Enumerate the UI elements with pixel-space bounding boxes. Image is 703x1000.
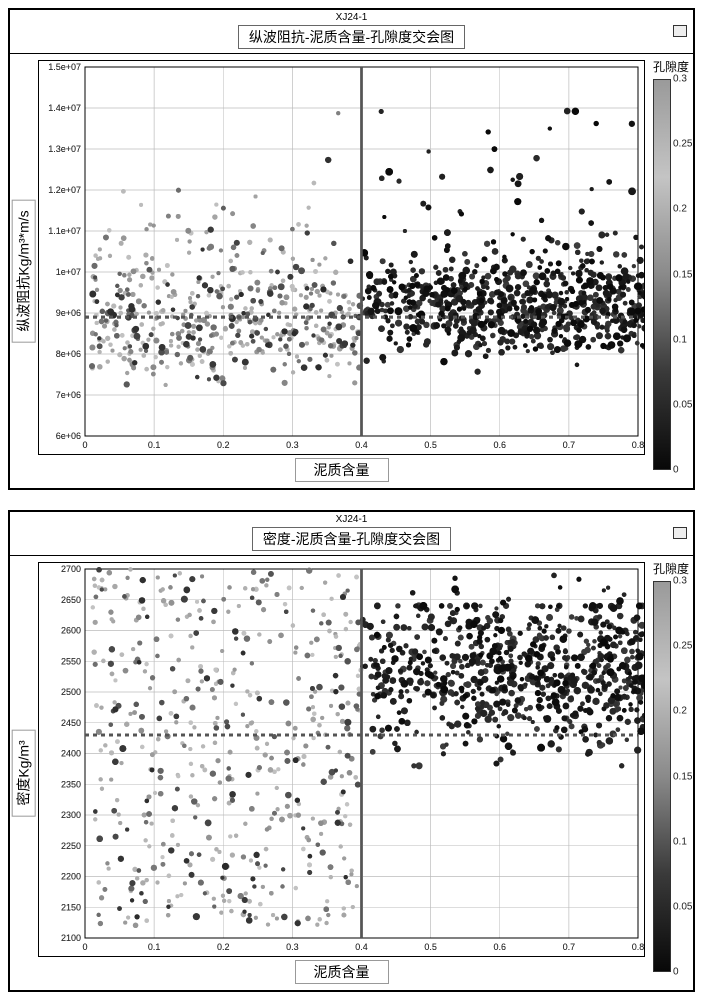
svg-text:1.2e+07: 1.2e+07	[48, 185, 81, 195]
svg-text:2400: 2400	[61, 749, 81, 759]
svg-text:0.8: 0.8	[632, 440, 644, 450]
svg-text:1.5e+07: 1.5e+07	[48, 62, 81, 72]
plot-zone: 0 0.1 0.2 0.3 0.4 0.5 0.6 0.7 0.8 6e+06 7e+06 8e+06…	[38, 54, 649, 488]
svg-text:0.7: 0.7	[563, 440, 576, 450]
svg-text:0: 0	[82, 942, 87, 952]
svg-text:2650: 2650	[61, 595, 81, 605]
svg-text:1.4e+07: 1.4e+07	[48, 103, 81, 113]
chart-title: 密度-泥质含量-孔隙度交会图	[252, 527, 451, 551]
panel-header: XJ24-1 密度-泥质含量-孔隙度交会图	[10, 512, 693, 556]
svg-text:0.4: 0.4	[355, 440, 368, 450]
svg-text:2600: 2600	[61, 626, 81, 636]
colorbar-zone: 孔隙度 00.050.10.150.20.250.3	[649, 54, 693, 488]
svg-text:2250: 2250	[61, 841, 81, 851]
menu-icon[interactable]	[673, 25, 687, 37]
svg-text:2350: 2350	[61, 779, 81, 789]
svg-text:0.3: 0.3	[286, 440, 299, 450]
colorbar-gradient	[653, 581, 671, 972]
title-row: 密度-泥质含量-孔隙度交会图	[10, 525, 693, 555]
y-axis-label: 密度Kg/m³	[12, 729, 36, 816]
well-id-label: XJ24-1	[10, 12, 693, 23]
svg-text:2150: 2150	[61, 902, 81, 912]
svg-text:0.1: 0.1	[148, 942, 161, 952]
svg-text:2700: 2700	[61, 564, 81, 574]
svg-text:0.2: 0.2	[217, 440, 230, 450]
menu-icon[interactable]	[673, 527, 687, 539]
svg-text:2500: 2500	[61, 687, 81, 697]
colorbar-gradient	[653, 79, 671, 470]
chart-title: 纵波阻抗-泥质含量-孔隙度交会图	[238, 25, 465, 49]
svg-text:1.3e+07: 1.3e+07	[48, 144, 81, 154]
svg-text:6e+06: 6e+06	[56, 431, 81, 441]
svg-text:2300: 2300	[61, 810, 81, 820]
svg-text:0.4: 0.4	[355, 942, 368, 952]
svg-text:9e+06: 9e+06	[56, 308, 81, 318]
ylabel-zone: 纵波阻抗Kg/m³*m/s	[10, 54, 38, 488]
svg-text:1e+07: 1e+07	[56, 267, 81, 277]
svg-text:7e+06: 7e+06	[56, 390, 81, 400]
y-axis-label: 纵波阻抗Kg/m³*m/s	[12, 199, 36, 342]
svg-text:1.1e+07: 1.1e+07	[48, 226, 81, 236]
xlabel-zone: 泥质含量	[38, 455, 645, 486]
svg-text:0.5: 0.5	[424, 440, 437, 450]
colorbar-zone: 孔隙度 00.050.10.150.20.250.3	[649, 556, 693, 990]
plot-area-0[interactable]: 0 0.1 0.2 0.3 0.4 0.5 0.6 0.7 0.8 6e+06 7e+06 8e+06…	[38, 60, 645, 455]
well-id-label: XJ24-1	[10, 514, 693, 525]
svg-text:0.8: 0.8	[632, 942, 644, 952]
colorbar-ticks: 00.050.10.150.20.250.3	[671, 79, 689, 470]
svg-text:2550: 2550	[61, 656, 81, 666]
x-axis-label: 泥质含量	[295, 458, 389, 482]
panel-body: 纵波阻抗Kg/m³*m/s 0 0.1 0.2 0.3 0.4 0.5 0.6 0.7 0.8 6…	[10, 54, 693, 488]
crossplot-panel-1: XJ24-1 密度-泥质含量-孔隙度交会图 密度Kg/m³ 0 0.1 0.2 0.3…	[8, 510, 695, 992]
panel-body: 密度Kg/m³ 0 0.1 0.2 0.3 0.4 0.5 0.6 0.7 0.8 2100 215…	[10, 556, 693, 990]
ylabel-zone: 密度Kg/m³	[10, 556, 38, 990]
svg-text:2450: 2450	[61, 718, 81, 728]
plot-zone: 0 0.1 0.2 0.3 0.4 0.5 0.6 0.7 0.8 2100 2150 2200 225…	[38, 556, 649, 990]
colorbar-ticks: 00.050.10.150.20.250.3	[671, 581, 689, 972]
title-row: 纵波阻抗-泥质含量-孔隙度交会图	[10, 23, 693, 53]
svg-text:0.3: 0.3	[286, 942, 299, 952]
svg-text:0.6: 0.6	[493, 942, 506, 952]
crossplot-panel-0: XJ24-1 纵波阻抗-泥质含量-孔隙度交会图 纵波阻抗Kg/m³*m/s 00…	[8, 8, 695, 490]
xlabel-zone: 泥质含量	[38, 957, 645, 988]
svg-text:8e+06: 8e+06	[56, 349, 81, 359]
svg-text:0: 0	[82, 440, 87, 450]
svg-text:0.6: 0.6	[493, 440, 506, 450]
svg-text:2200: 2200	[61, 872, 81, 882]
svg-text:0.2: 0.2	[217, 942, 230, 952]
x-axis-label: 泥质含量	[295, 960, 389, 984]
svg-text:0.7: 0.7	[563, 942, 576, 952]
svg-text:2100: 2100	[61, 933, 81, 943]
svg-text:0.5: 0.5	[424, 942, 437, 952]
plot-area-1[interactable]: 0 0.1 0.2 0.3 0.4 0.5 0.6 0.7 0.8 2100 2150 2200 225…	[38, 562, 645, 957]
panel-header: XJ24-1 纵波阻抗-泥质含量-孔隙度交会图	[10, 10, 693, 54]
svg-text:0.1: 0.1	[148, 440, 161, 450]
